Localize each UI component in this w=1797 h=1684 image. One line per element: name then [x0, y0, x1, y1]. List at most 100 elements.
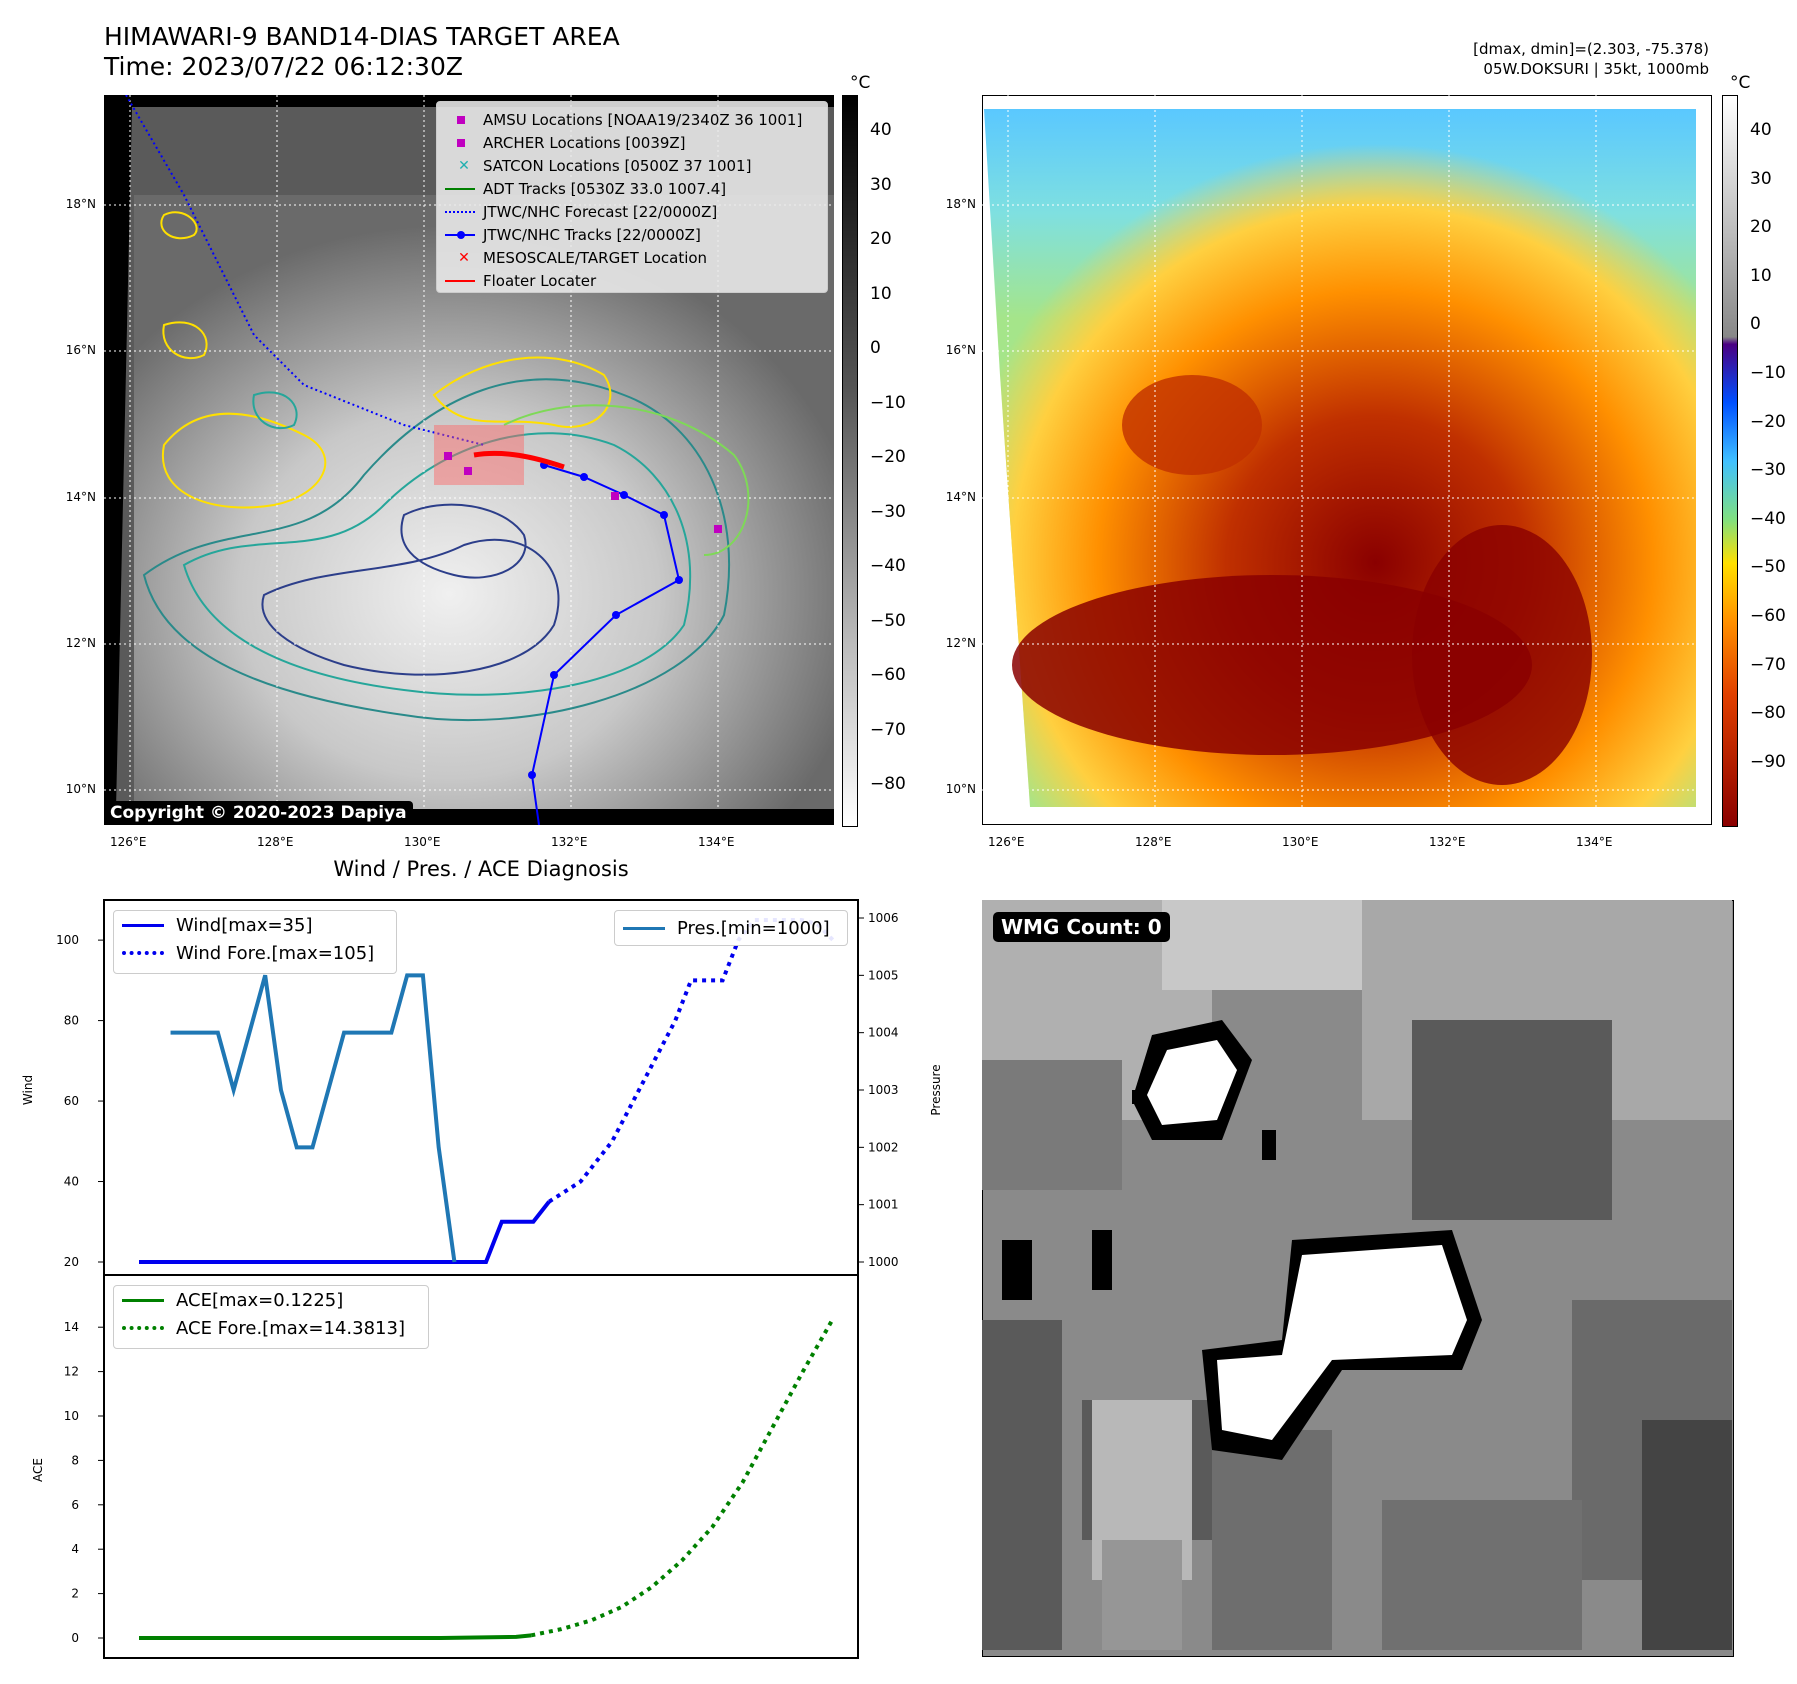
- wmg-pixel-map: [982, 900, 1734, 1657]
- legend-jtwc-tracks: JTWC/NHC Tracks [22/0000Z]: [445, 223, 825, 246]
- legend-square-icon: [457, 138, 465, 147]
- ace-series-line: [139, 1633, 532, 1640]
- solid-line-icon: [122, 923, 164, 927]
- legend-floater: Floater Locater: [445, 269, 825, 292]
- lat-tick-label: 14°N: [65, 490, 96, 504]
- colorbar-tick-label: −80: [870, 774, 906, 794]
- lon-tick-label: 126°E: [110, 835, 147, 849]
- lat-tick-label: 12°N: [65, 636, 96, 650]
- ace-tick-label: 14: [64, 1320, 79, 1334]
- legend-line-dot-icon: [445, 230, 475, 239]
- colorbar-tick-label: −10: [870, 392, 906, 413]
- wind-ylabel: Wind: [21, 1075, 35, 1105]
- figure-title: HIMAWARI-9 BAND14-DIAS TARGET AREA: [104, 22, 620, 51]
- legend-x-icon: ✕: [458, 249, 470, 266]
- colorbar-tick-label: −30: [1750, 460, 1786, 481]
- tr-lat-ticks: 18°N 16°N 14°N 12°N 10°N: [920, 95, 980, 825]
- colorbar-tick-label: −70: [1750, 654, 1786, 675]
- lon-tick-label: 132°E: [1429, 835, 1466, 849]
- ace-tick-label: 2: [71, 1587, 79, 1601]
- lon-tick-label: 132°E: [551, 835, 588, 849]
- tl-lon-ticks: 126°E 128°E 130°E 132°E 134°E: [104, 835, 834, 855]
- legend-archer: ARCHER Locations [0039Z]: [445, 131, 825, 154]
- lat-tick-label: 14°N: [945, 490, 976, 504]
- lon-tick-label: 134°E: [1576, 835, 1613, 849]
- lat-tick-label: 18°N: [945, 197, 976, 211]
- legend-amsu: AMSU Locations [NOAA19/2340Z 36 1001]: [445, 108, 825, 131]
- colorbar-tick-label: −10: [1750, 363, 1786, 383]
- wind-legend: Wind[max=35] Wind Fore.[max=105]: [113, 910, 397, 974]
- diagnosis-title: Wind / Pres. / ACE Diagnosis: [333, 857, 629, 881]
- lon-tick-label: 134°E: [698, 835, 735, 849]
- colorbar-tick-label: 0: [1750, 314, 1761, 335]
- pressure-tick-label: 1001: [868, 1198, 899, 1212]
- pressure-tick-label: 1006: [868, 911, 899, 925]
- colorbar-tick-label: −40: [870, 556, 906, 576]
- legend-mesoscale: ✕ MESOSCALE/TARGET Location: [445, 246, 825, 269]
- colorbar-tick-label: 20: [1750, 217, 1772, 238]
- gray-colorbar-unit: °C: [850, 73, 871, 93]
- colorbar-tick-label: −80: [1750, 703, 1786, 724]
- colorbar-tick-label: −40: [1750, 508, 1786, 529]
- legend-dotted-line-icon: [445, 210, 475, 213]
- legend-x-icon: ✕: [458, 157, 470, 174]
- lon-tick-label: 128°E: [257, 835, 294, 849]
- colorbar-tick-label: −90: [1750, 751, 1786, 772]
- gray-colorbar-ticks: 40 30 20 10 0 −10 −20 −30 −40 −50 −60 −70 −80: [864, 95, 924, 825]
- color-colorbar: [1722, 95, 1738, 827]
- colorbar-tick-label: 40: [1750, 120, 1772, 140]
- lat-tick-label: 12°N: [945, 636, 976, 650]
- colorbar-tick-label: −50: [870, 610, 906, 631]
- series-line: [170, 973, 457, 1263]
- ace-series-line: [530, 1317, 835, 1638]
- pressure-tick-label: 1000: [868, 1255, 899, 1269]
- color-colorbar-unit: °C: [1730, 73, 1751, 93]
- colorbar-tick-label: −20: [1750, 411, 1786, 432]
- ace-legend: ACE[max=0.1225] ACE Fore.[max=14.3813]: [113, 1285, 429, 1349]
- colorbar-tick-label: −30: [870, 501, 906, 522]
- color-colorbar-ticks: 40 30 20 10 0 −10 −20 −30 −40 −50 −60 −70 −80 −90: [1744, 95, 1796, 825]
- copyright-badge: Copyright © 2020-2023 Dapiya: [104, 801, 413, 825]
- colorbar-tick-label: 0: [870, 338, 881, 358]
- lon-tick-label: 126°E: [988, 835, 1025, 849]
- colorbar-tick-label: 30: [1750, 168, 1772, 189]
- pressure-tick-label: 1005: [868, 968, 899, 982]
- wind-tick-label: 40: [64, 1175, 79, 1189]
- pressure-tick-label: 1002: [868, 1140, 899, 1154]
- dotted-line-icon: [122, 1326, 164, 1330]
- map-legend: AMSU Locations [NOAA19/2340Z 36 1001] AR…: [436, 101, 828, 293]
- ace-tick-label: 12: [64, 1365, 79, 1379]
- lat-tick-label: 18°N: [65, 197, 96, 211]
- tr-lon-ticks: 126°E 128°E 130°E 132°E 134°E: [982, 835, 1712, 855]
- dmax-dmin-readout: [dmax, dmin]=(2.303, -75.378): [1473, 40, 1709, 58]
- colorbar-tick-label: 30: [870, 174, 892, 195]
- lon-tick-label: 128°E: [1135, 835, 1172, 849]
- colorbar-tick-label: 10: [1750, 265, 1772, 286]
- lon-tick-label: 130°E: [404, 835, 441, 849]
- ace-tick-label: 0: [71, 1631, 79, 1645]
- wind-tick-label: 100: [56, 933, 79, 947]
- legend-jtwc-forecast: JTWC/NHC Forecast [22/0000Z]: [445, 200, 825, 223]
- lat-tick-label: 16°N: [65, 343, 96, 357]
- wmg-count-badge: WMG Count: 0: [993, 912, 1170, 942]
- ace-ylabel: ACE: [31, 1458, 45, 1482]
- dotted-line-icon: [122, 951, 164, 955]
- tl-lat-ticks: 18°N 16°N 14°N 12°N 10°N: [40, 95, 100, 825]
- storm-info: 05W.DOKSURI | 35kt, 1000mb: [1483, 60, 1709, 78]
- colorbar-tick-label: 40: [870, 120, 892, 140]
- legend-square-icon: [457, 115, 465, 124]
- wind-tick-label: 80: [64, 1014, 79, 1028]
- ace-tick-label: 10: [64, 1409, 79, 1423]
- wind-tick-label: 20: [64, 1255, 79, 1269]
- ace-tick-label: 8: [71, 1453, 79, 1467]
- ace-tick-label: 6: [71, 1498, 79, 1512]
- figure-time: Time: 2023/07/22 06:12:30Z: [104, 52, 463, 81]
- ace-tick-label: 4: [71, 1542, 79, 1556]
- colorbar-tick-label: −50: [1750, 557, 1786, 578]
- legend-line-icon: [445, 187, 475, 190]
- lon-tick-label: 130°E: [1282, 835, 1319, 849]
- solid-line-icon: [122, 1298, 164, 1302]
- ir-color-map: [982, 95, 1712, 825]
- lat-tick-label: 10°N: [945, 782, 976, 796]
- colorbar-tick-label: −20: [870, 447, 906, 467]
